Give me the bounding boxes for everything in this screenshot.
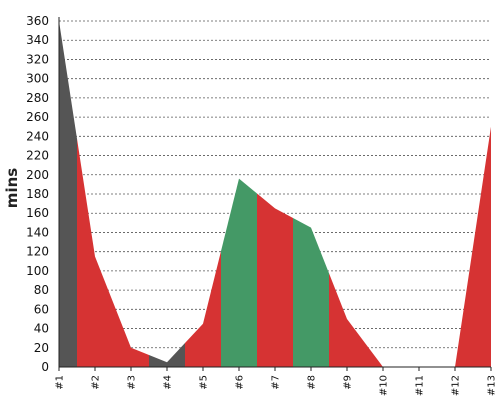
x-tick-label: #11 — [415, 375, 426, 396]
x-tick-label: #3 — [127, 375, 138, 390]
y-tick-label: 20 — [34, 341, 49, 355]
x-tick-label: #8 — [307, 375, 318, 390]
y-tick-label: 220 — [26, 149, 49, 163]
grid-lines — [59, 20, 491, 349]
area-band-4 — [149, 342, 185, 367]
x-tick-label: #9 — [343, 375, 354, 390]
x-tick-label: #6 — [235, 375, 246, 390]
y-tick-label: 280 — [26, 91, 49, 105]
area-band-12 — [437, 246, 473, 367]
x-tick-label: #4 — [163, 375, 174, 390]
y-tick-label: 360 — [26, 14, 49, 28]
y-axis-title: mins — [3, 168, 21, 208]
y-tick-label: 240 — [26, 129, 49, 143]
area-band-8 — [293, 218, 329, 367]
x-tick-label: #13 — [487, 375, 498, 396]
y-tick-label: 0 — [41, 360, 49, 374]
x-tick-labels: #1 #2 #3 #4 #5 #6 #7 #8 #9 #10 #11 #12 #13 — [55, 367, 498, 396]
y-tick-label: 40 — [34, 322, 49, 336]
y-tick-label: 160 — [26, 206, 49, 220]
y-tick-labels: 0 20 40 60 80 100 120 140 160 180 200 220 240 260 280 3… — [26, 14, 49, 374]
y-tick-label: 300 — [26, 72, 49, 86]
area-band-13 — [473, 126, 491, 367]
area-band-2 — [77, 138, 113, 367]
area-band-6 — [221, 178, 257, 367]
area-band-9 — [329, 273, 365, 367]
area-bands — [59, 21, 491, 367]
area-band-3 — [113, 302, 149, 367]
y-tick-label: 100 — [26, 264, 49, 278]
x-tick-label: #1 — [55, 375, 66, 390]
area-band-7 — [257, 193, 293, 367]
y-tick-label: 340 — [26, 33, 49, 47]
y-tick-label: 260 — [26, 110, 49, 124]
y-tick-label: 200 — [26, 168, 49, 182]
area-band-1 — [59, 21, 77, 367]
x-tick-label: #12 — [451, 375, 462, 396]
y-tick-label: 180 — [26, 187, 49, 201]
y-tick-label: 140 — [26, 225, 49, 239]
x-tick-label: #2 — [91, 375, 102, 390]
x-tick-label: #5 — [199, 375, 210, 390]
x-tick-label: #10 — [379, 375, 390, 396]
area-band-5 — [185, 251, 221, 367]
x-tick-label: #7 — [271, 375, 282, 390]
y-tick-label: 120 — [26, 245, 49, 259]
y-tick-label: 60 — [34, 302, 49, 316]
y-tick-label: 80 — [34, 283, 49, 297]
y-tick-label: 320 — [26, 52, 49, 66]
area-band-10 — [365, 342, 401, 367]
